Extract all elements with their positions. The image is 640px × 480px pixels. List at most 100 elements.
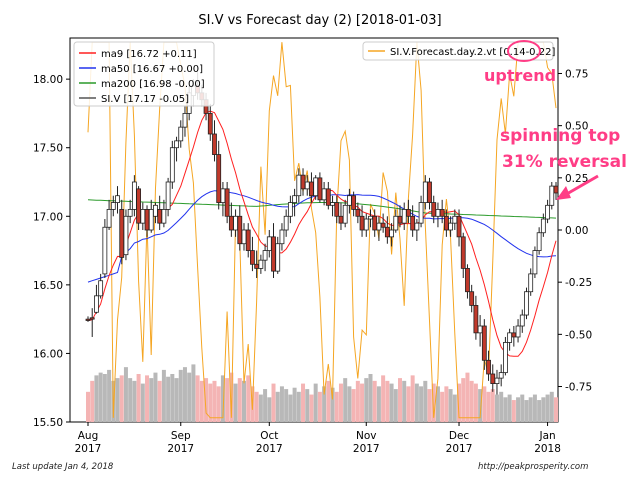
- candle-body-up: [140, 209, 146, 224]
- candle: [456, 209, 462, 247]
- candle: [275, 236, 281, 274]
- volume-bar: [157, 380, 162, 422]
- volume-bar: [381, 375, 386, 422]
- x-axis-tick-label-month: Aug: [78, 430, 99, 442]
- right-axis-tick-label: -0.75: [565, 382, 592, 394]
- candle-body-down: [553, 185, 559, 194]
- volume-bar: [233, 383, 238, 422]
- volume-bar: [334, 391, 339, 422]
- candle: [427, 177, 432, 210]
- volume-bar: [140, 383, 145, 422]
- volume-bar: [254, 391, 259, 422]
- candle-body-up: [503, 342, 508, 374]
- volume-bar: [389, 383, 394, 422]
- volume-bar: [145, 375, 150, 422]
- legend-right-label: SI.V.Forecast.day.2.vt [0.14-0.22]: [390, 47, 555, 58]
- candle-body-up: [174, 140, 179, 149]
- volume-bar: [246, 375, 251, 422]
- candlesticks: [85, 72, 559, 395]
- candle: [414, 219, 420, 241]
- right-axis-tick-label: 0.00: [565, 225, 588, 237]
- candle-body-down: [380, 222, 386, 228]
- candle: [245, 223, 251, 258]
- candle: [498, 364, 504, 387]
- volume-bar: [347, 386, 352, 422]
- x-axis-tick-label-year: 2017: [167, 443, 194, 455]
- candle-body-up: [540, 218, 546, 234]
- x-axis-tick-label-month: Nov: [356, 430, 377, 442]
- candle-body-up: [178, 126, 184, 142]
- volume-bar: [115, 378, 120, 422]
- volume-bar: [279, 386, 284, 422]
- volume-bar: [516, 397, 521, 422]
- x-axis-tick-label-year: 2017: [75, 443, 102, 455]
- volume-bar: [541, 397, 546, 422]
- left-axis-tick-label: 15.50: [33, 417, 63, 429]
- candle-body-down: [85, 318, 91, 321]
- candle-body-down: [237, 215, 243, 245]
- candle-body-up: [262, 250, 268, 261]
- candle-body-up: [153, 204, 158, 217]
- footer-last-update: Last update Jan 4, 2018: [12, 462, 114, 472]
- volume-bar: [376, 386, 381, 422]
- candle-body-down: [427, 181, 432, 203]
- candle-body-up: [296, 174, 302, 197]
- x-axis-tick-label-year: 2017: [446, 443, 473, 455]
- candle: [465, 264, 470, 299]
- volume-bar: [440, 391, 445, 422]
- candle-body-up: [536, 232, 542, 251]
- volume-bar: [355, 380, 360, 422]
- candle-body-up: [545, 204, 550, 220]
- candle: [540, 213, 546, 237]
- candle: [536, 227, 542, 255]
- candle-body-down: [351, 195, 357, 210]
- x-axis-tick-label-year: 2018: [534, 443, 561, 455]
- candle: [380, 213, 386, 233]
- candle-body-up: [452, 215, 458, 224]
- candle-body-up: [266, 236, 272, 251]
- candle: [524, 287, 529, 320]
- legend-right-highlight: 0.14: [503, 47, 525, 58]
- candle-body-up: [233, 215, 238, 231]
- candle-body-up: [258, 259, 264, 269]
- right-axis-tick-label: 0.50: [565, 121, 588, 133]
- volume-bar: [208, 383, 213, 422]
- volume-bar: [511, 400, 516, 422]
- volume-bar: [360, 383, 365, 422]
- left-axis-tick-label: 16.00: [33, 348, 63, 360]
- candle-body-down: [250, 250, 255, 265]
- candle-body-up: [515, 325, 521, 338]
- candle: [178, 120, 184, 148]
- volume-bar: [166, 376, 171, 422]
- candle: [325, 182, 331, 210]
- candle: [94, 284, 99, 314]
- candle: [481, 319, 487, 370]
- axes: 15.50 16.00 16.50 17.00 17.50 18.00 -0.75 -0.50…: [33, 68, 592, 455]
- volume-bar: [182, 367, 187, 422]
- legend-left-box: [73, 41, 215, 107]
- candle-body-down: [325, 188, 331, 206]
- volume-bar: [326, 380, 331, 422]
- candle-body-up: [528, 273, 534, 293]
- highlight-circle: [507, 40, 541, 62]
- volume-bar: [271, 383, 276, 422]
- candle: [351, 191, 357, 217]
- candle: [224, 182, 230, 224]
- volume-bar: [545, 394, 550, 422]
- candle: [258, 254, 264, 274]
- candle-body-down: [473, 305, 479, 334]
- volume-bar: [478, 389, 483, 422]
- volume-bar: [499, 391, 504, 422]
- right-axis-tick-label: -0.25: [565, 277, 592, 289]
- volume-bar: [490, 389, 495, 422]
- candle-body-down: [511, 332, 517, 338]
- candle: [250, 236, 255, 272]
- candle-body-up: [279, 229, 285, 245]
- volume-bar: [98, 372, 103, 422]
- volume-bar: [170, 374, 175, 422]
- candle: [460, 232, 466, 278]
- volume-bar: [90, 380, 95, 422]
- candle: [169, 140, 175, 189]
- candle: [532, 246, 538, 278]
- left-axis-tick-label: 17.00: [33, 211, 63, 223]
